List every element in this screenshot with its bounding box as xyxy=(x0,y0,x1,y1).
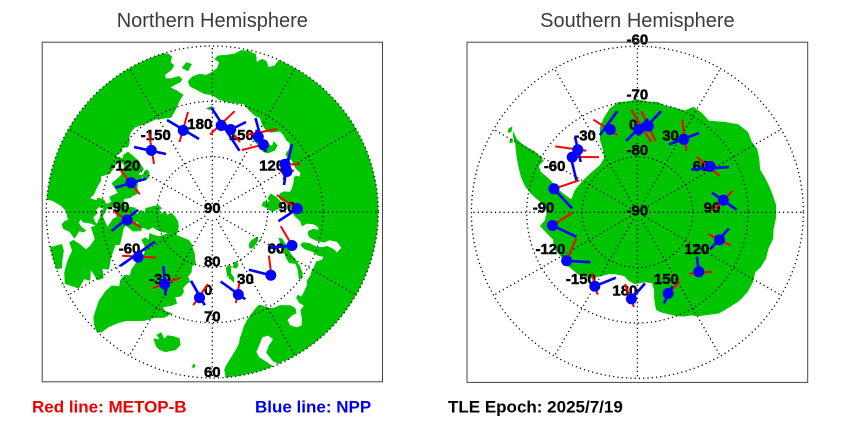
svg-text:80: 80 xyxy=(204,253,221,270)
svg-text:-120: -120 xyxy=(110,158,140,175)
svg-text:Blue line: NPP: Blue line: NPP xyxy=(255,398,371,417)
svg-text:-60: -60 xyxy=(627,31,649,48)
svg-text:-90: -90 xyxy=(108,199,130,216)
svg-text:Red line: METOP-B: Red line: METOP-B xyxy=(32,398,187,417)
svg-text:70: 70 xyxy=(204,309,221,326)
svg-text:-70: -70 xyxy=(627,87,649,104)
svg-text:0: 0 xyxy=(629,116,637,133)
svg-text:-90: -90 xyxy=(533,199,555,216)
svg-text:-80: -80 xyxy=(627,142,649,159)
svg-text:30: 30 xyxy=(237,271,254,288)
svg-text:120: 120 xyxy=(259,158,284,175)
svg-text:-150: -150 xyxy=(566,271,596,288)
svg-text:90: 90 xyxy=(704,199,721,216)
svg-text:Southern Hemisphere: Southern Hemisphere xyxy=(540,10,735,32)
svg-text:60: 60 xyxy=(268,241,285,258)
svg-text:60: 60 xyxy=(693,158,710,175)
svg-text:-60: -60 xyxy=(544,158,566,175)
svg-text:150: 150 xyxy=(654,271,679,288)
svg-text:TLE Epoch: 2025/7/19: TLE Epoch: 2025/7/19 xyxy=(448,398,623,417)
svg-text:60: 60 xyxy=(204,364,221,381)
svg-text:-150: -150 xyxy=(141,127,171,144)
svg-text:90: 90 xyxy=(204,200,221,217)
svg-text:-30: -30 xyxy=(574,127,596,144)
svg-text:-90: -90 xyxy=(627,202,649,219)
svg-text:-120: -120 xyxy=(535,241,565,258)
svg-text:30: 30 xyxy=(662,127,679,144)
svg-text:120: 120 xyxy=(684,241,709,258)
svg-text:180: 180 xyxy=(187,116,212,133)
svg-text:0: 0 xyxy=(204,282,212,299)
svg-text:Northern Hemisphere: Northern Hemisphere xyxy=(117,10,308,32)
